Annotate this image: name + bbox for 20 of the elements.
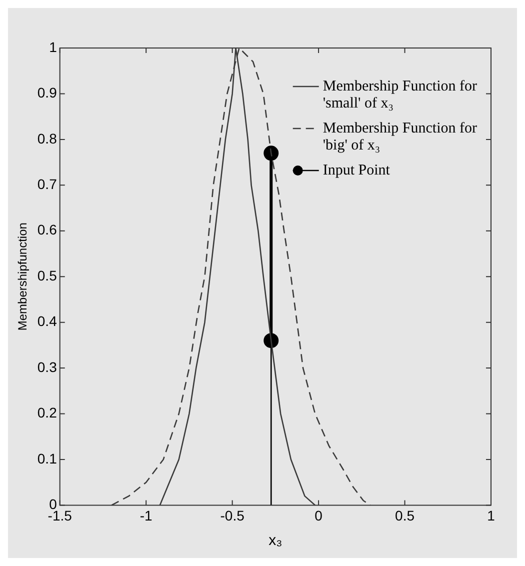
x-axis-title: x₃	[268, 532, 282, 550]
x-tick-label: -1	[140, 507, 153, 524]
x-tick-label: 1	[487, 507, 496, 524]
y-tick-label: 0.6	[37, 222, 58, 238]
y-tick-label: 0.8	[37, 130, 58, 146]
legend-label: Membership Function for 'big' of x₃	[322, 120, 478, 154]
y-tick-label: 0.4	[37, 313, 58, 330]
y-tick-label: 0.5	[37, 267, 58, 284]
y-tick-label: 0.1	[37, 450, 58, 466]
y-tick-label: 0.7	[37, 176, 58, 192]
y-tick-label: 1	[49, 38, 58, 55]
y-tick-label: 0.9	[37, 84, 58, 101]
legend-label: Input Point	[322, 162, 391, 178]
y-tick-label: 0.3	[37, 358, 58, 375]
x-tick-label: 0	[314, 507, 323, 524]
legend-label: Membership Function for 'small' of x₃	[322, 78, 478, 112]
x-tick-label: 0.5	[395, 507, 415, 524]
x-tick-label: -0.5	[220, 507, 245, 524]
y-tick-label: 0.2	[37, 404, 58, 421]
y-axis-title: Membershipfunction	[16, 222, 30, 331]
